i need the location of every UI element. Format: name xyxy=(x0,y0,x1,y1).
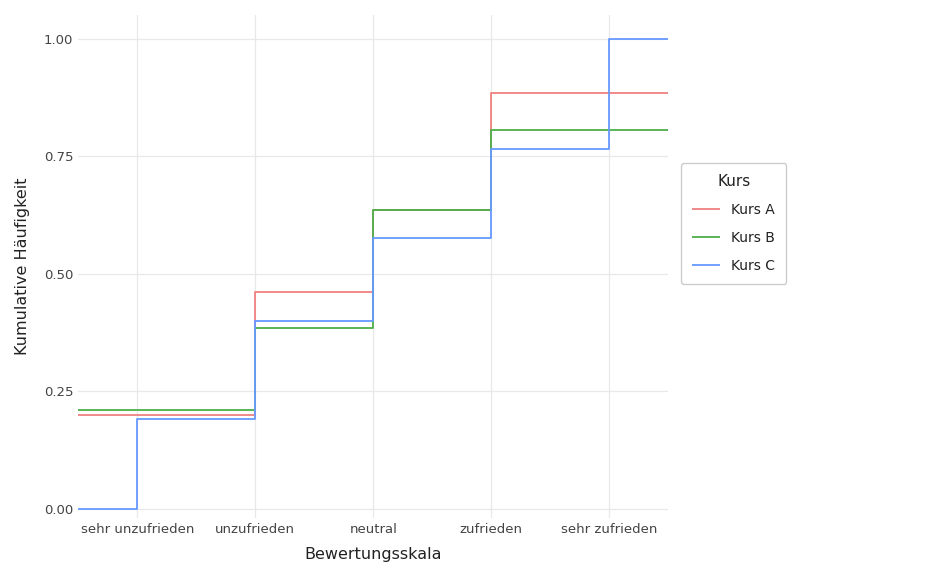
Kurs A xyxy=(250,289,261,296)
Kurs B xyxy=(485,207,497,213)
Kurs B xyxy=(250,324,261,331)
Kurs C xyxy=(72,505,84,512)
Kurs A xyxy=(368,207,379,213)
Kurs A xyxy=(250,411,261,418)
Y-axis label: Kumulative Häufigkeit: Kumulative Häufigkeit xyxy=(15,178,30,355)
Kurs B xyxy=(603,127,615,134)
Kurs A xyxy=(368,289,379,296)
Kurs B xyxy=(131,406,142,413)
Kurs B xyxy=(72,406,84,413)
Kurs C xyxy=(131,416,142,423)
Kurs A xyxy=(131,411,142,418)
Kurs B xyxy=(663,127,674,134)
Kurs A xyxy=(72,411,84,418)
Line: Kurs A: Kurs A xyxy=(78,92,669,415)
Legend: Kurs A, Kurs B, Kurs C: Kurs A, Kurs B, Kurs C xyxy=(681,163,787,284)
Line: Kurs C: Kurs C xyxy=(78,39,669,508)
Kurs B xyxy=(485,127,497,134)
Kurs C xyxy=(663,35,674,42)
Kurs C xyxy=(485,145,497,152)
Kurs B xyxy=(368,324,379,331)
Line: Kurs B: Kurs B xyxy=(78,130,669,410)
Kurs B xyxy=(368,207,379,213)
Kurs C xyxy=(603,145,615,152)
Kurs C xyxy=(368,317,379,324)
Kurs A xyxy=(663,89,674,96)
Kurs A xyxy=(131,411,142,418)
Kurs C xyxy=(250,416,261,423)
Kurs A xyxy=(603,89,615,96)
Kurs B xyxy=(603,127,615,134)
Kurs C xyxy=(368,235,379,242)
X-axis label: Bewertungsskala: Bewertungsskala xyxy=(305,547,442,562)
Kurs A xyxy=(485,207,497,213)
Kurs A xyxy=(603,89,615,96)
Kurs C xyxy=(131,505,142,512)
Kurs C xyxy=(603,35,615,42)
Kurs A xyxy=(485,89,497,96)
Kurs B xyxy=(131,406,142,413)
Kurs C xyxy=(485,235,497,242)
Kurs C xyxy=(250,317,261,324)
Kurs B xyxy=(250,406,261,413)
